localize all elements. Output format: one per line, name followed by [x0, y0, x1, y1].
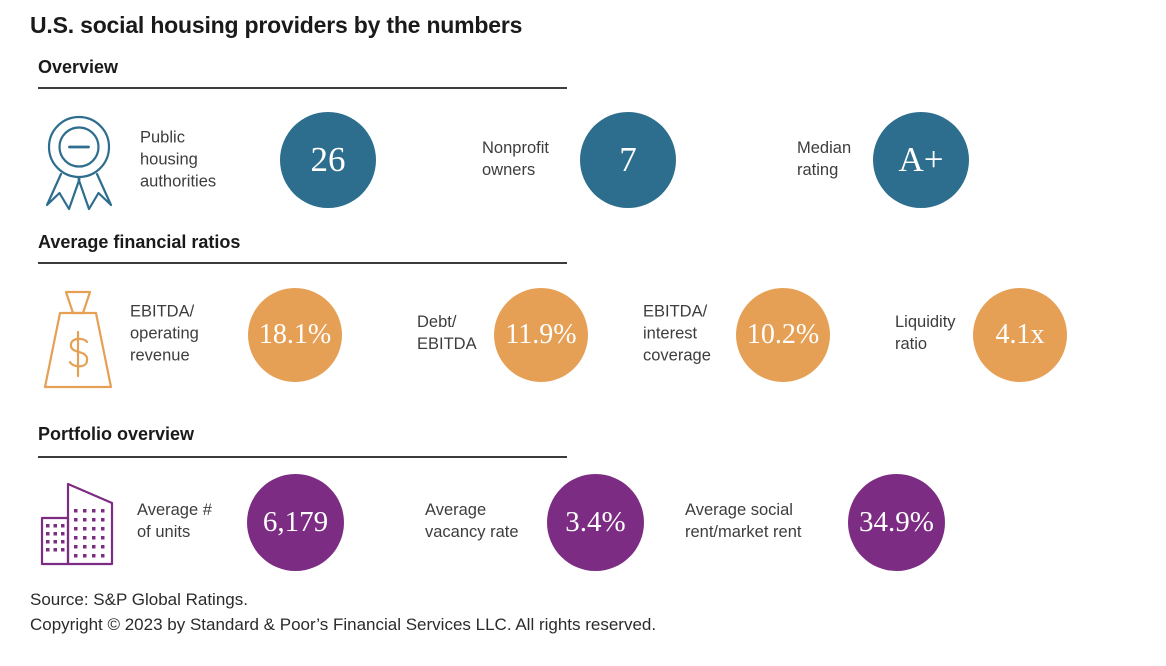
source-note: Source: S&P Global Ratings. [30, 590, 248, 609]
buildings-icon [40, 482, 114, 566]
stat-value: 18.1% [258, 319, 332, 350]
weight-dollar-icon [43, 290, 113, 389]
copyright-note: Copyright © 2023 by Standard & Poor’s Fi… [30, 615, 657, 634]
stat-circle: 11.9% [494, 288, 588, 382]
section-heading-ratios: Average financial ratios [38, 232, 241, 252]
stat-label: Average social rent/market rent [685, 501, 802, 541]
stat-circle: 18.1% [248, 288, 342, 382]
stat-circle: 4.1x [973, 288, 1067, 382]
stat-label: Median rating [797, 139, 852, 179]
building-windows [46, 509, 105, 558]
stat-label: Public housing authorities [140, 128, 217, 190]
stat-label: Average vacancy rate [425, 501, 519, 541]
stat-label: EBITDA/ interest coverage [643, 302, 711, 364]
stat-circle: A+ [873, 112, 969, 208]
section-rule [38, 87, 567, 89]
stat-value: 10.2% [746, 319, 820, 350]
stat-value: 26 [310, 140, 346, 179]
stat-value: 6,179 [262, 506, 329, 538]
stat-label: EBITDA/ operating revenue [130, 302, 199, 364]
section-heading-overview: Overview [38, 57, 119, 77]
stat-label: Debt/ EBITDA [417, 313, 477, 353]
stat-circle: 26 [280, 112, 376, 208]
stat-value: 11.9% [505, 319, 577, 350]
stat-value: 7 [619, 140, 637, 179]
award-ribbon-icon [45, 115, 113, 211]
section-rule [38, 456, 567, 458]
stat-value: 34.9% [859, 506, 934, 538]
page-title: U.S. social housing providers by the num… [30, 12, 523, 38]
stat-label: Nonprofit owners [482, 139, 549, 179]
section-heading-portfolio: Portfolio overview [38, 424, 195, 444]
stat-value: 4.1x [995, 319, 1045, 350]
stat-value: 3.4% [565, 506, 626, 538]
stat-value: A+ [898, 140, 944, 179]
stat-circle: 34.9% [848, 474, 945, 571]
stat-circle: 3.4% [547, 474, 644, 571]
section-rule [38, 262, 567, 264]
stat-label: Average # of units [137, 501, 212, 541]
stat-circle: 7 [580, 112, 676, 208]
stat-label: Liquidity ratio [895, 313, 956, 353]
stat-circle: 10.2% [736, 288, 830, 382]
stat-circle: 6,179 [247, 474, 344, 571]
